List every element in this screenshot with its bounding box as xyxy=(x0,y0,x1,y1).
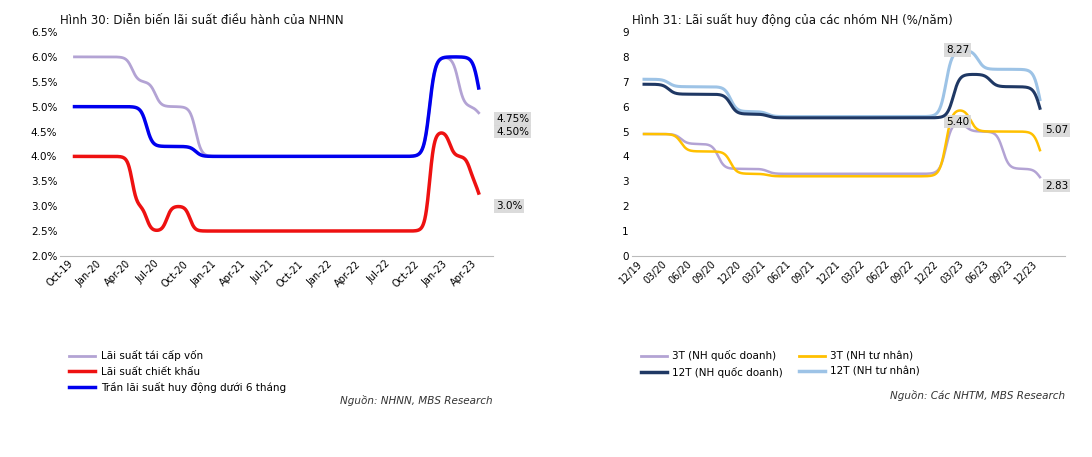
Text: Nguồn: Các NHTM, MBS Research: Nguồn: Các NHTM, MBS Research xyxy=(890,390,1065,401)
Text: 5.40: 5.40 xyxy=(946,117,969,127)
Text: 4.75%: 4.75% xyxy=(496,114,530,124)
Text: 5.07: 5.07 xyxy=(1045,125,1068,135)
Text: Nguồn: NHNN, MBS Research: Nguồn: NHNN, MBS Research xyxy=(341,395,494,406)
Text: 3.0%: 3.0% xyxy=(496,201,522,211)
Legend: 3T (NH quốc doanh), 12T (NH quốc doanh), 3T (NH tư nhân), 12T (NH tư nhân): 3T (NH quốc doanh), 12T (NH quốc doanh),… xyxy=(637,346,924,382)
Text: Hình 30: Diễn biến lãi suất điều hành của NHNN: Hình 30: Diễn biến lãi suất điều hành củ… xyxy=(60,14,344,27)
Text: Hình 31: Lãi suất huy động của các nhóm NH (%/năm): Hình 31: Lãi suất huy động của các nhóm … xyxy=(631,13,952,27)
Text: 2.83: 2.83 xyxy=(1045,181,1068,191)
Text: 8.27: 8.27 xyxy=(946,45,970,55)
Legend: Lãi suất tái cấp vốn, Lãi suất chiết khấu, Trần lãi suất huy động dưới 6 tháng: Lãi suất tái cấp vốn, Lãi suất chiết khấ… xyxy=(66,346,290,397)
Text: 4.50%: 4.50% xyxy=(496,127,529,137)
